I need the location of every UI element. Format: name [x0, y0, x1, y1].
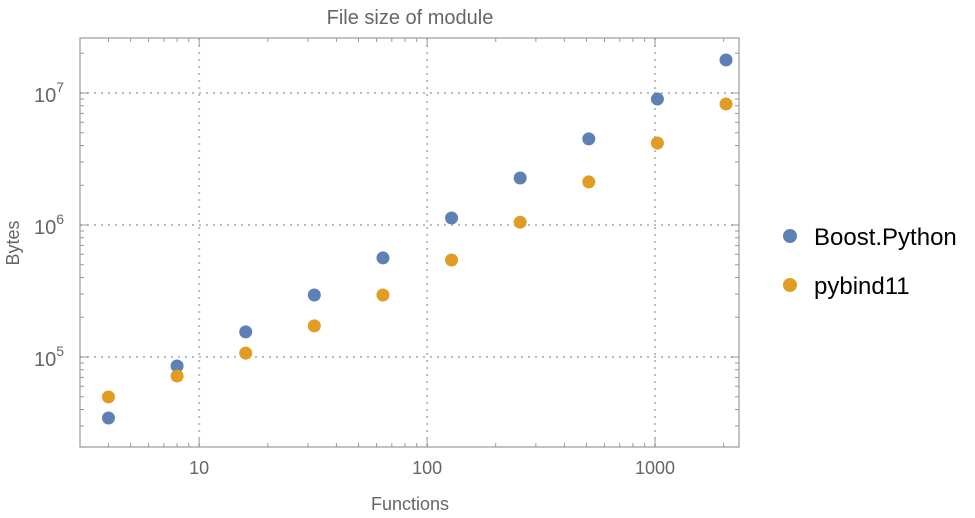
y-tick-label: 107 — [34, 79, 64, 107]
data-points — [101, 53, 733, 425]
legend-marker — [783, 229, 797, 243]
point-boost-python — [307, 288, 321, 302]
point-pybind11 — [239, 346, 253, 360]
y-tick-exponent: 7 — [56, 79, 64, 95]
point-pybind11 — [445, 253, 459, 267]
y-tick-base: 10 — [34, 85, 56, 107]
point-pybind11 — [719, 97, 733, 111]
point-boost-python — [239, 325, 253, 339]
point-boost-python — [582, 132, 596, 146]
chart-title: File size of module — [327, 7, 494, 29]
point-pybind11 — [582, 175, 596, 189]
legend-label: pybind11 — [814, 273, 910, 300]
x-tick-label: 1000 — [635, 458, 675, 478]
y-tick-base: 10 — [34, 217, 56, 239]
x-tick-label: 100 — [412, 458, 442, 478]
point-boost-python — [719, 53, 733, 67]
plot-frame — [79, 37, 740, 448]
point-boost-python — [650, 92, 664, 106]
x-axis-label: Functions — [371, 494, 449, 513]
y-tick-exponent: 6 — [56, 211, 64, 227]
grid — [80, 38, 739, 447]
point-pybind11 — [101, 390, 115, 404]
y-tick-label: 105 — [34, 343, 64, 371]
point-boost-python — [170, 359, 184, 373]
legend-label: Boost.Python — [814, 224, 957, 251]
point-pybind11 — [307, 319, 321, 333]
y-tick-label: 106 — [34, 211, 64, 239]
point-pybind11 — [650, 136, 664, 150]
point-boost-python — [101, 411, 115, 425]
point-boost-python — [513, 171, 527, 185]
point-boost-python — [376, 251, 390, 265]
x-tick-label: 10 — [189, 458, 209, 478]
point-pybind11 — [376, 288, 390, 302]
point-pybind11 — [170, 369, 184, 383]
y-axis-label: Bytes — [3, 220, 23, 265]
y-tick-exponent: 5 — [56, 343, 64, 359]
legend-marker — [783, 278, 797, 292]
legend: Boost.Python pybind11 — [783, 224, 957, 300]
point-pybind11 — [513, 215, 527, 229]
y-tick-base: 10 — [34, 349, 56, 371]
point-boost-python — [445, 211, 459, 225]
